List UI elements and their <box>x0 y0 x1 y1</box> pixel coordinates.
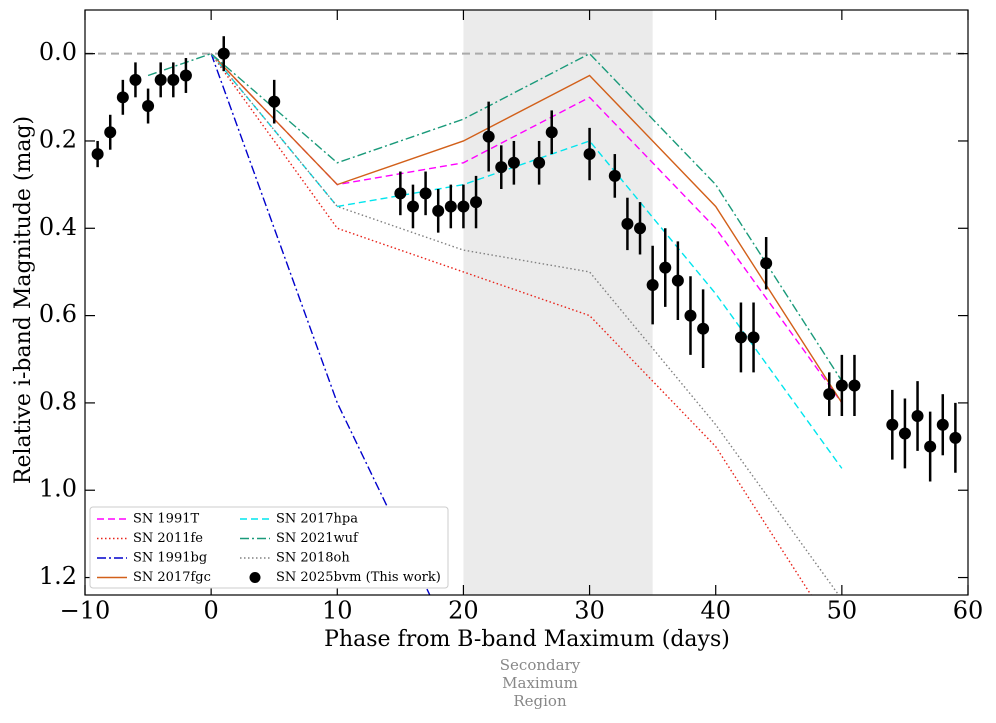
plot-frame <box>84 9 969 596</box>
x-tick-label: 20 <box>448 597 479 625</box>
y-tick-label: 0.4 <box>39 213 77 241</box>
data-point <box>911 410 924 423</box>
data-point <box>142 100 155 113</box>
y-tick-label: 0.6 <box>39 300 77 328</box>
legend-marker <box>249 572 261 583</box>
data-point <box>217 47 230 60</box>
data-point <box>482 130 495 143</box>
x-tick-label: 50 <box>827 597 858 625</box>
legend-label: SN 2017fgc <box>133 570 211 585</box>
data-point <box>583 148 596 161</box>
data-point <box>848 379 861 392</box>
x-tick-label: −10 <box>60 597 111 625</box>
legend-box <box>89 506 449 589</box>
data-point <box>936 418 949 431</box>
y-tick-label: 1.0 <box>39 475 77 503</box>
data-point <box>924 440 937 453</box>
data-point <box>621 217 634 230</box>
legend-label: SN 2017hpa <box>276 512 358 527</box>
data-point <box>545 126 558 139</box>
data-point <box>91 148 104 161</box>
data-point <box>507 156 520 169</box>
data-point <box>495 161 508 174</box>
x-tick-label: 60 <box>953 597 984 625</box>
data-point <box>533 156 546 169</box>
x-tick-label: 0 <box>204 597 219 625</box>
series-line <box>210 53 843 404</box>
legend-label: SN 2011fe <box>133 531 203 546</box>
legend-label: SN 2021wuf <box>276 531 359 546</box>
data-point <box>406 200 419 213</box>
y-tick-label: 1.2 <box>39 562 77 590</box>
data-point <box>154 73 167 86</box>
data-point <box>646 279 659 292</box>
data-point <box>898 427 911 440</box>
data-point <box>835 379 848 392</box>
data-point <box>394 187 407 200</box>
data-point <box>129 73 142 86</box>
y-tick-label: 0.2 <box>39 125 77 153</box>
data-point <box>634 222 647 235</box>
x-tick-label: 30 <box>574 597 605 625</box>
data-point <box>104 126 117 139</box>
series-line <box>210 53 843 404</box>
data-point <box>608 169 621 182</box>
shaded-region <box>463 10 653 595</box>
data-point <box>697 322 710 335</box>
annotation: Secondary Maximum Region <box>499 656 581 710</box>
data-point <box>659 261 672 274</box>
data-point <box>432 204 445 217</box>
data-point <box>949 431 962 444</box>
data-point <box>419 187 432 200</box>
data-point <box>734 331 747 344</box>
y-axis-label: Relative i-band Magnitude (mag) <box>11 116 36 484</box>
data-point <box>470 196 483 209</box>
data-point <box>167 73 180 86</box>
data-point <box>179 69 192 82</box>
data-point <box>684 309 697 322</box>
data-point <box>671 274 684 287</box>
legend-label: SN 2018oh <box>276 551 350 566</box>
x-tick-label: 10 <box>322 597 353 625</box>
x-tick-label: 40 <box>700 597 731 625</box>
data-point <box>747 331 760 344</box>
y-tick-label: 0.8 <box>39 387 77 415</box>
data-point <box>760 257 773 270</box>
data-point <box>457 200 470 213</box>
data-point <box>823 388 836 401</box>
data-point <box>116 91 129 104</box>
series-line <box>210 53 840 595</box>
data-point <box>444 200 457 213</box>
data-point <box>268 95 281 108</box>
data-point <box>886 418 899 431</box>
x-axis-label: Phase from B-band Maximum (days) <box>324 627 730 652</box>
legend-label: SN 2025bvm (This work) <box>276 570 441 585</box>
legend-label: SN 1991bg <box>133 551 207 566</box>
y-tick-label: 0.0 <box>39 38 77 66</box>
plot-area <box>85 10 968 595</box>
legend-label: SN 1991T <box>133 512 199 527</box>
